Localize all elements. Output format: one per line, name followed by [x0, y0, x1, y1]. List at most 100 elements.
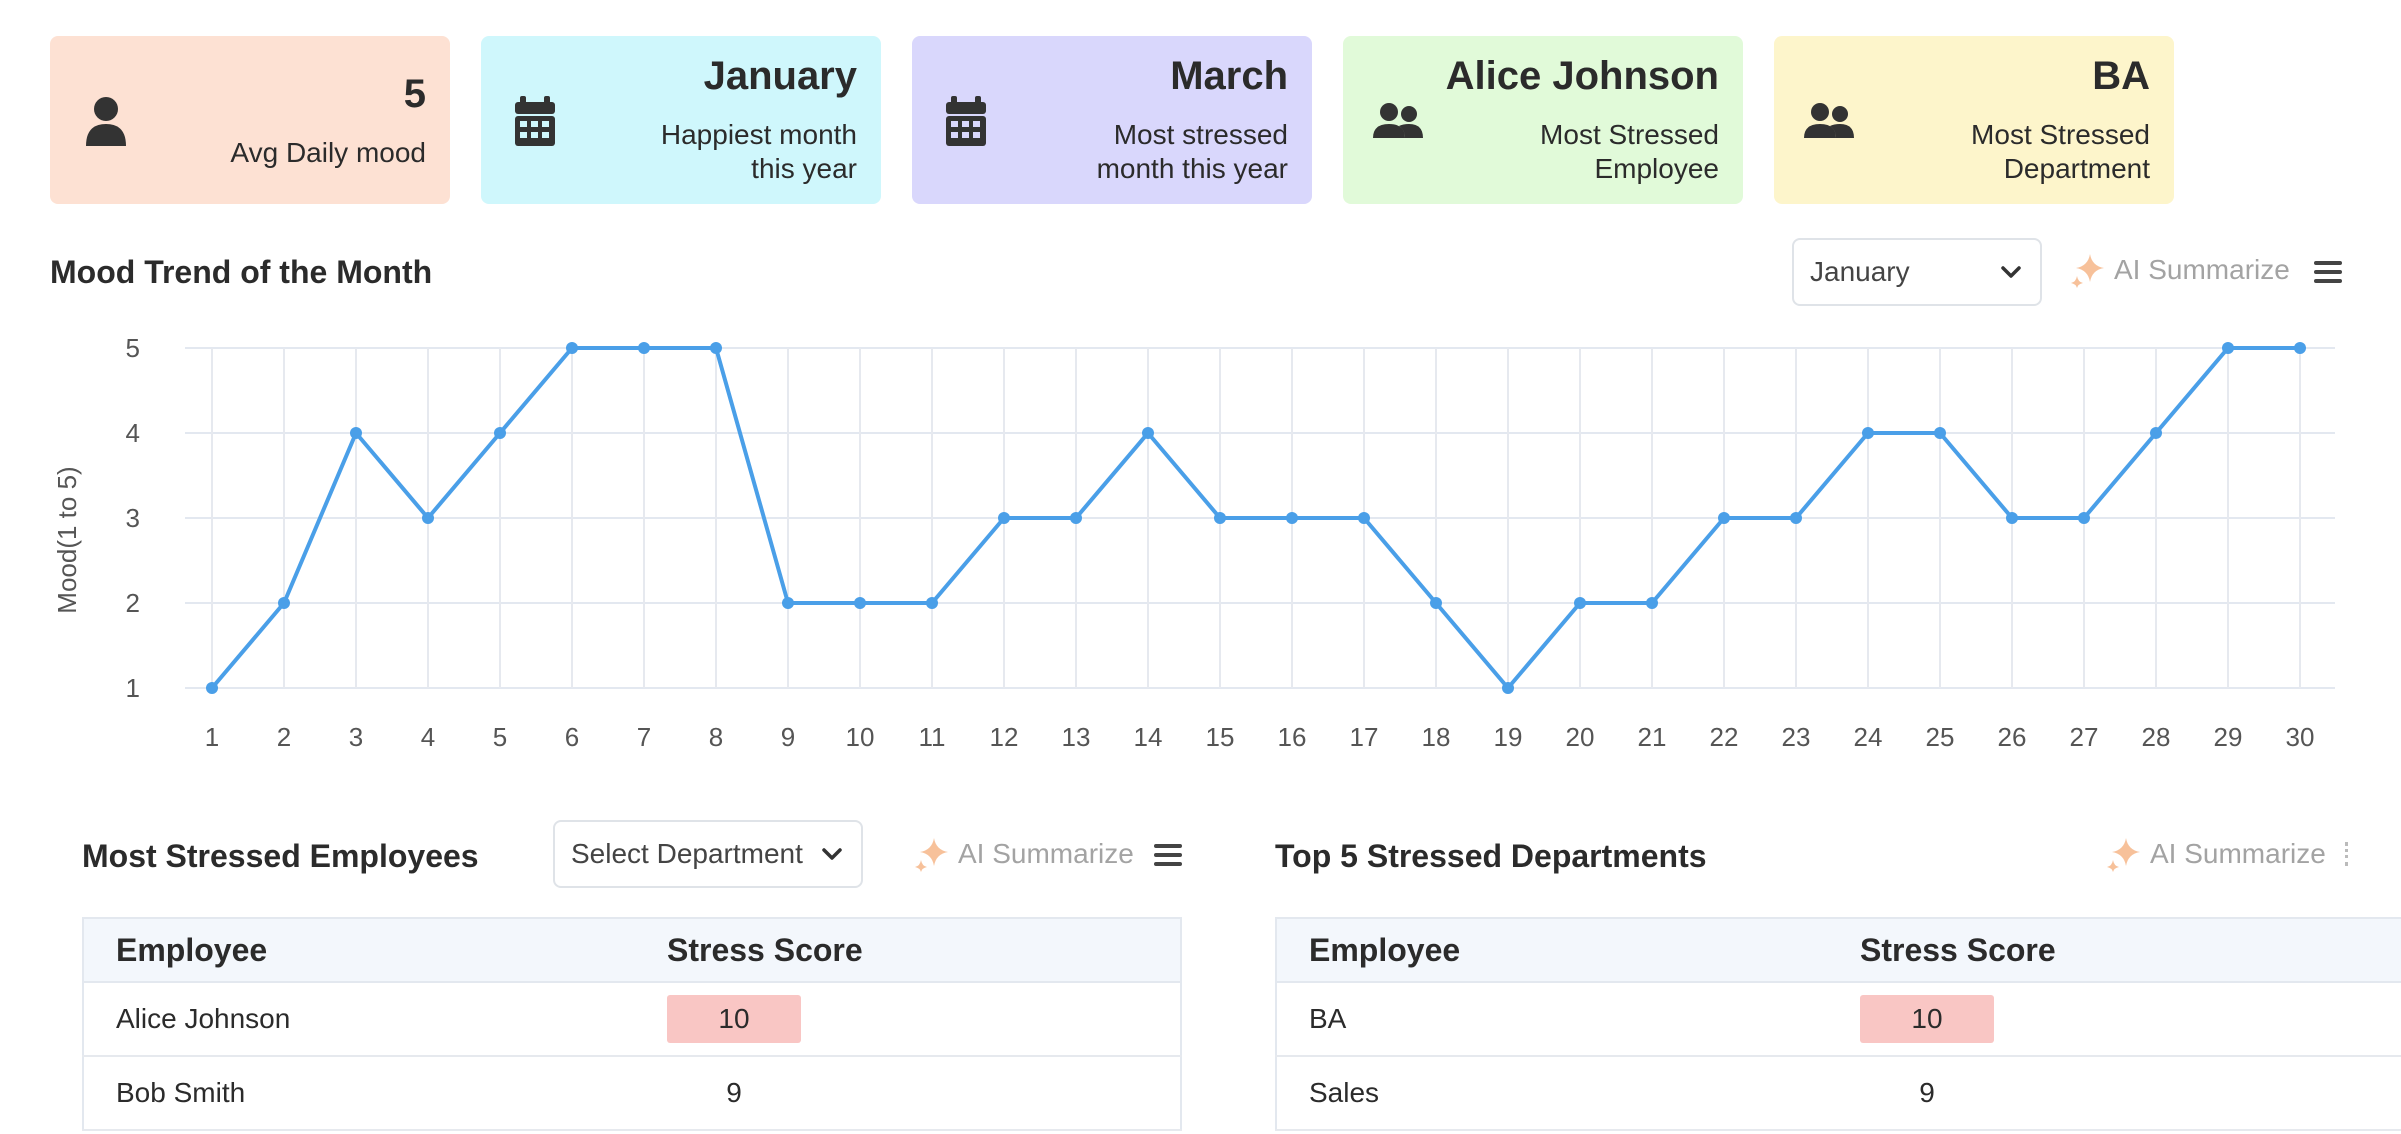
card-subtitle: Most Stressed Employee [1540, 119, 1719, 184]
x-tick-label: 12 [990, 722, 1019, 752]
data-point[interactable] [998, 512, 1010, 524]
x-tick-label: 18 [1422, 722, 1451, 752]
card-title: January [703, 54, 857, 98]
stress-score-cell: 9 [1828, 1056, 2401, 1131]
data-point[interactable] [206, 682, 218, 694]
table-row[interactable]: Alice Johnson 10 [83, 982, 1181, 1057]
data-point[interactable] [2150, 427, 2162, 439]
mood-trend-title: Mood Trend of the Month [50, 254, 433, 290]
y-axis-label: Mood(1 to 5) [52, 466, 82, 613]
data-point[interactable] [2294, 342, 2306, 354]
y-tick-label: 1 [126, 673, 140, 703]
ai-summarize-button[interactable]: AI Summarize [2106, 836, 2326, 872]
x-tick-label: 23 [1782, 722, 1811, 752]
x-tick-label: 6 [565, 722, 579, 752]
data-point[interactable] [2006, 512, 2018, 524]
kpi-card-stressed-department: BA Most Stressed Department [1774, 36, 2174, 204]
x-tick-label: 10 [846, 722, 875, 752]
x-tick-label: 17 [1350, 722, 1379, 752]
column-header-stress-score: Stress Score [1828, 917, 2401, 983]
data-point[interactable] [782, 597, 794, 609]
data-point[interactable] [422, 512, 434, 524]
x-tick-label: 26 [1998, 722, 2027, 752]
data-point[interactable] [1790, 512, 1802, 524]
card-title: Alice Johnson [1445, 54, 1719, 98]
stress-score-cell: 9 [635, 1056, 1181, 1131]
column-header-employee: Employee [83, 917, 635, 983]
table-row[interactable]: Sales 9 [1276, 1056, 2401, 1131]
data-point[interactable] [1502, 682, 1514, 694]
month-select-value: January [1810, 256, 1910, 287]
data-point[interactable] [1070, 512, 1082, 524]
card-subtitle: Avg Daily mood [230, 137, 426, 168]
stress-score: 10 [1860, 995, 1994, 1043]
x-tick-label: 22 [1710, 722, 1739, 752]
calendar-icon [515, 96, 555, 146]
data-point[interactable] [854, 597, 866, 609]
y-tick-label: 4 [126, 418, 140, 448]
data-point[interactable] [278, 597, 290, 609]
x-tick-label: 21 [1638, 722, 1667, 752]
data-point[interactable] [1430, 597, 1442, 609]
data-point[interactable] [1142, 427, 1154, 439]
table-row[interactable]: BA 10 [1276, 982, 2401, 1057]
data-point[interactable] [1646, 597, 1658, 609]
x-tick-label: 16 [1278, 722, 1307, 752]
data-point[interactable] [710, 342, 722, 354]
data-point[interactable] [1574, 597, 1586, 609]
card-title: March [1170, 54, 1288, 98]
card-subtitle: Most Stressed Department [1971, 119, 2150, 184]
department-select-placeholder: Select Department [571, 838, 803, 869]
data-point[interactable] [2078, 512, 2090, 524]
sparkle-icon [2107, 838, 2140, 872]
data-point[interactable] [350, 427, 362, 439]
data-point[interactable] [1214, 512, 1226, 524]
card-title: BA [2092, 54, 2150, 98]
data-point[interactable] [494, 427, 506, 439]
data-point[interactable] [1862, 427, 1874, 439]
department-name: Sales [1276, 1056, 1828, 1131]
data-point[interactable] [926, 597, 938, 609]
data-point[interactable] [1286, 512, 1298, 524]
x-tick-label: 9 [781, 722, 795, 752]
x-tick-label: 5 [493, 722, 507, 752]
hamburger-menu-icon[interactable] [1154, 843, 1182, 867]
ai-summarize-button[interactable]: AI Summarize [914, 836, 1134, 872]
x-tick-label: 30 [2286, 722, 2315, 752]
ai-summarize-button[interactable]: AI Summarize [2070, 252, 2290, 288]
data-point[interactable] [1718, 512, 1730, 524]
stress-score: 9 [726, 1077, 742, 1108]
stress-score: 9 [1919, 1077, 1935, 1108]
data-point[interactable] [566, 342, 578, 354]
y-tick-label: 5 [126, 333, 140, 363]
month-select[interactable]: January [1792, 238, 2042, 306]
kpi-card-avg-mood: 5 Avg Daily mood [50, 36, 450, 204]
stressed-employees-table: Employee Stress Score Alice Johnson 10 B… [82, 917, 1182, 1131]
table-header-row: Employee Stress Score [83, 917, 1181, 983]
user-icon [86, 97, 126, 146]
card-title: 5 [403, 72, 426, 116]
x-tick-label: 27 [2070, 722, 2099, 752]
hamburger-menu-icon[interactable] [2314, 260, 2342, 284]
column-header-employee: Employee [1276, 917, 1828, 983]
department-select[interactable]: Select Department [553, 820, 863, 888]
data-point[interactable] [2222, 342, 2234, 354]
table-row[interactable]: Bob Smith 9 [83, 1056, 1181, 1131]
x-tick-label: 4 [421, 722, 435, 752]
x-tick-label: 20 [1566, 722, 1595, 752]
kpi-card-stressed-month: March Most stressed month this year [912, 36, 1312, 204]
data-point[interactable] [1934, 427, 1946, 439]
data-point[interactable] [1358, 512, 1370, 524]
sparkle-icon [2071, 254, 2104, 288]
table-header-row: Employee Stress Score [1276, 917, 2401, 983]
stress-score-cell: 10 [635, 982, 1181, 1057]
x-tick-label: 13 [1062, 722, 1091, 752]
employee-name: Bob Smith [83, 1056, 635, 1131]
department-name: BA [1276, 982, 1828, 1057]
more-options-icon[interactable] [2345, 842, 2352, 866]
data-point[interactable] [638, 342, 650, 354]
card-subtitle: Most stressed month this year [1096, 119, 1288, 184]
sparkle-icon [915, 838, 948, 872]
y-tick-label: 2 [126, 588, 140, 618]
